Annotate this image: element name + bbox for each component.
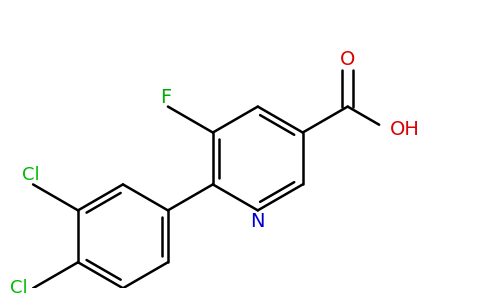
Text: F: F: [160, 88, 171, 107]
Text: OH: OH: [390, 120, 420, 140]
Text: Cl: Cl: [22, 166, 39, 184]
Text: Cl: Cl: [10, 279, 28, 297]
Text: O: O: [340, 50, 355, 69]
Text: N: N: [251, 212, 265, 231]
